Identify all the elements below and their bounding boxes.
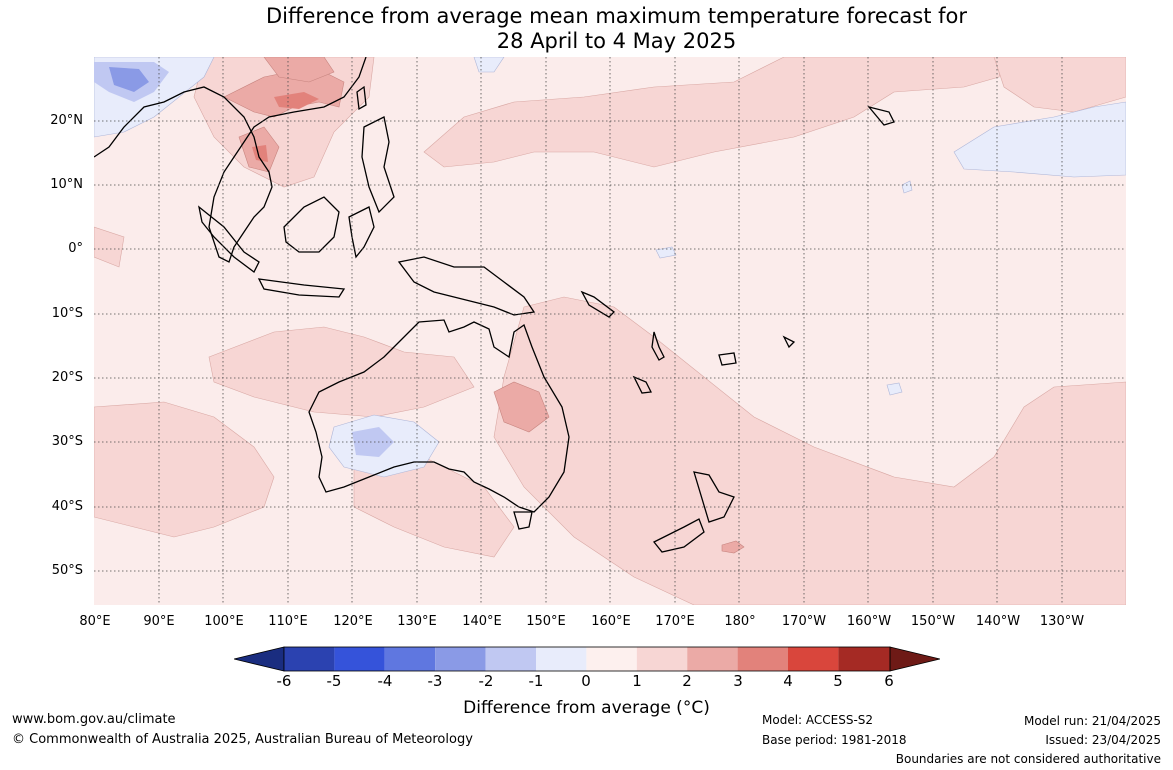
lon-tick-100e: 100°E [204, 614, 244, 629]
colorbar-segment [586, 647, 637, 671]
colorbar-label: -1 [528, 672, 544, 690]
lon-tick-170w: 170°W [781, 614, 827, 629]
lon-tick-90e: 90°E [143, 614, 175, 629]
colorbar-label: 3 [733, 672, 743, 690]
website-link[interactable]: www.bom.gov.au/climate [12, 712, 176, 727]
model-name: Model: ACCESS-S2 [762, 713, 874, 727]
colorbar-label: -6 [276, 672, 292, 690]
lat-tick-0: 0° [68, 241, 83, 256]
lon-tick-110e: 110°E [268, 614, 308, 629]
lon-tick-170e: 170°E [655, 614, 695, 629]
lon-tick-80e: 80°E [79, 614, 111, 629]
lon-tick-150e: 150°E [526, 614, 566, 629]
colorbar-label: -2 [478, 672, 494, 690]
colorbar-title: Difference from average (°C) [0, 698, 1173, 718]
colorbar-segment [687, 647, 738, 671]
issued-date: Issued: 23/04/2025 [1045, 733, 1161, 747]
colorbar-label: -3 [427, 672, 443, 690]
lat-tick-40s: 40°S [51, 499, 83, 514]
colorbar-segment [636, 647, 688, 671]
colorbar-title-text: Difference from average ( [463, 698, 683, 718]
map-canvas [94, 57, 1126, 605]
title-line-2: 28 April to 4 May 2025 [496, 29, 737, 53]
lon-tick-130e: 130°E [397, 614, 437, 629]
lon-tick-140w: 140°W [975, 614, 1021, 629]
boundaries-disclaimer: Boundaries are not considered authoritat… [895, 752, 1161, 766]
colorbar-label: 2 [682, 672, 692, 690]
map-title: Difference from average mean maximum tem… [0, 4, 1173, 54]
colorbar-segment [384, 647, 436, 671]
lon-tick-160e: 160°E [591, 614, 631, 629]
copyright-text: © Commonwealth of Australia 2025, Austra… [12, 732, 473, 747]
lon-tick-150w: 150°W [910, 614, 956, 629]
colorbar [234, 646, 940, 672]
anomaly-minus3-regions [109, 67, 149, 92]
colorbar-label: 0 [581, 672, 591, 690]
colorbar-arrow-low [234, 646, 285, 672]
colorbar-segment [435, 647, 486, 671]
title-line-1: Difference from average mean maximum tem… [266, 4, 967, 28]
base-period: Base period: 1981-2018 [762, 733, 907, 747]
lat-tick-20s: 20°S [51, 370, 83, 385]
colorbar-segment [334, 647, 385, 671]
colorbar-segment [284, 647, 335, 671]
colorbar-segment [788, 647, 839, 671]
colorbar-arrow-high [889, 646, 940, 672]
lon-tick-180: 180° [724, 614, 756, 629]
colorbar-label: -4 [377, 672, 393, 690]
lat-tick-10n: 10°N [50, 177, 83, 192]
anomaly-plus1-regions [94, 57, 1126, 605]
anomaly-plus2-regions [223, 57, 745, 554]
colorbar-label: -5 [326, 672, 342, 690]
colorbar-label: 5 [833, 672, 843, 690]
anomaly-plus3-regions [252, 92, 319, 162]
lat-tick-30s: 30°S [51, 434, 83, 449]
colorbar-segment [838, 647, 890, 671]
lat-tick-20n: 20°N [50, 113, 83, 128]
graticule [94, 57, 1126, 605]
colorbar-title-unit: °C [682, 698, 704, 718]
lon-tick-130w: 130°W [1039, 614, 1085, 629]
lon-tick-140e: 140°E [462, 614, 502, 629]
colorbar-label: 6 [884, 672, 894, 690]
colorbar-label: 4 [783, 672, 793, 690]
lon-tick-120e: 120°E [333, 614, 373, 629]
lat-tick-50s: 50°S [51, 563, 83, 578]
colorbar-title-close: ) [703, 698, 710, 718]
lon-tick-160w: 160°W [846, 614, 892, 629]
forecast-map [94, 57, 1126, 605]
colorbar-segment [737, 647, 788, 671]
colorbar-segment [536, 647, 587, 671]
colorbar-label: 1 [632, 672, 642, 690]
colorbar-segment [485, 647, 536, 671]
lat-tick-10s: 10°S [51, 306, 83, 321]
model-run-date: Model run: 21/04/2025 [1023, 714, 1161, 728]
